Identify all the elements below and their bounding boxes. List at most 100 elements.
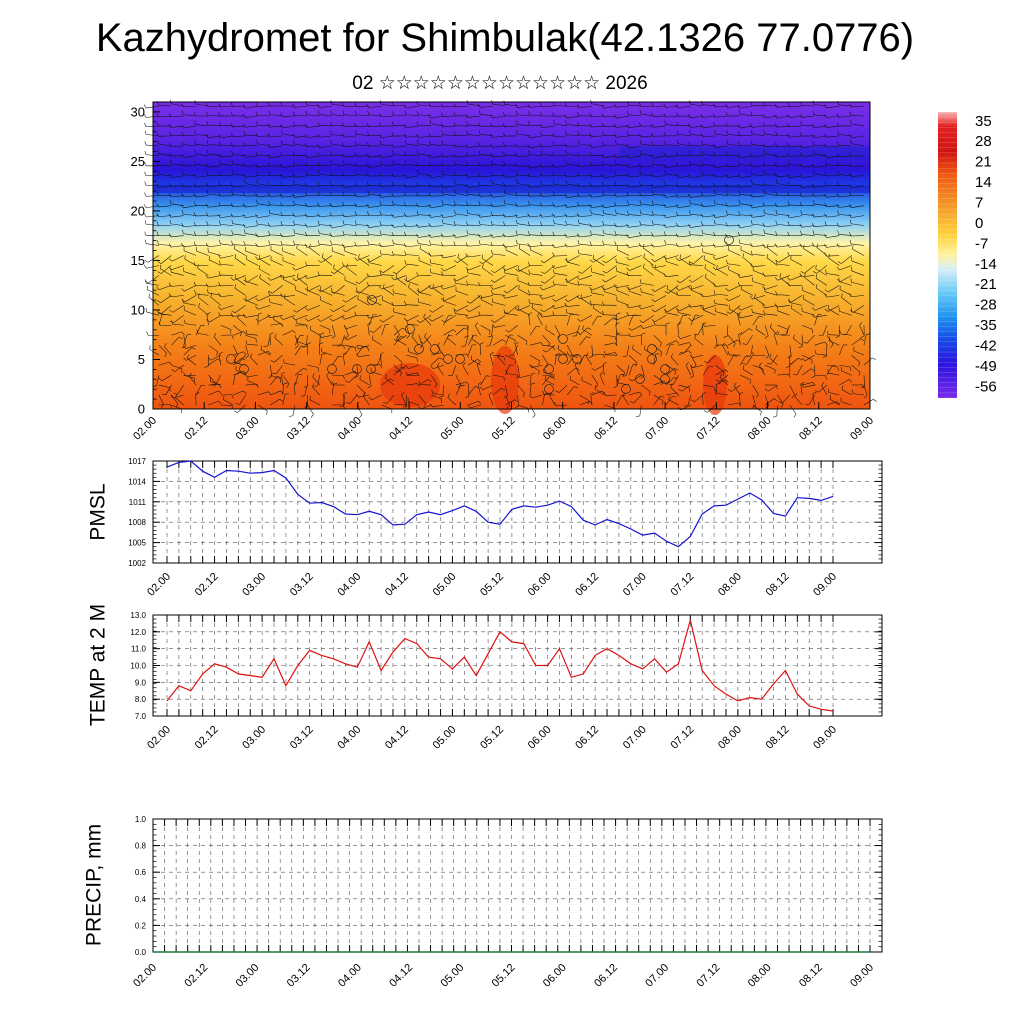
wind-barb <box>719 377 729 386</box>
wind-barb <box>581 380 593 386</box>
wind-barb <box>653 394 664 402</box>
wind-barb-flag <box>354 162 357 167</box>
wind-barb-flag <box>688 230 691 235</box>
wind-barb <box>545 329 555 336</box>
wind-barb-flag <box>379 270 384 273</box>
wind-barb <box>333 268 345 276</box>
wind-barb <box>346 334 358 341</box>
page-title: Kazhydromet for Shimbulak(42.1326 77.077… <box>95 16 915 60</box>
wind-barb <box>653 380 665 386</box>
wind-barb-flag <box>614 342 618 347</box>
wind-barb-flag <box>565 220 567 225</box>
wind-barb <box>839 364 851 368</box>
wind-barb <box>579 401 590 406</box>
wind-barb-flag <box>787 277 791 281</box>
wind-barb <box>719 374 729 383</box>
wind-barb-flag <box>502 339 506 343</box>
wind-barb <box>678 312 691 316</box>
wind-barb-flag <box>539 124 543 128</box>
wind-barb <box>544 265 555 274</box>
wind-barb <box>640 174 654 177</box>
wind-barb <box>677 205 691 209</box>
heatmap-ytick-label: 20 <box>131 203 145 218</box>
wind-barb <box>505 249 518 256</box>
wind-barb <box>677 225 691 227</box>
wind-barb <box>717 393 728 396</box>
ytick-label: 1.0 <box>135 815 147 824</box>
wind-barb-flag <box>182 298 184 303</box>
wind-barb <box>269 135 283 138</box>
wind-barb-flag <box>267 143 271 148</box>
wind-barb-flag <box>775 290 778 295</box>
wind-barb-flag <box>540 150 543 155</box>
wind-barb-flag <box>466 280 468 285</box>
wind-barb <box>345 295 358 303</box>
wind-barb-flag <box>429 309 433 313</box>
wind-barb-flag <box>206 230 209 235</box>
wind-barb <box>368 243 382 246</box>
wind-barb <box>591 145 605 148</box>
wind-barb-flag <box>725 233 728 238</box>
wind-barb-flag <box>156 122 159 127</box>
wind-barb <box>282 165 296 169</box>
wind-barb-flag <box>193 201 196 206</box>
wind-barb <box>183 174 197 177</box>
wind-barb <box>566 367 576 376</box>
wind-barb-flag <box>417 149 419 155</box>
wind-barb <box>694 394 704 402</box>
wind-barb-flag <box>416 320 421 323</box>
wind-barb <box>359 275 370 284</box>
wind-barb <box>223 399 234 406</box>
wind-barb <box>604 334 616 337</box>
wind-barb <box>292 404 296 416</box>
wind-barb <box>841 370 852 376</box>
wind-barb-flag <box>639 279 642 284</box>
wind-barb <box>269 213 283 216</box>
wind-barb <box>418 260 432 266</box>
wind-barb-flag <box>341 183 345 188</box>
wind-barb <box>381 253 395 256</box>
wind-barb <box>405 143 419 147</box>
wind-barb-flag <box>242 223 246 228</box>
wind-barb-flag <box>441 319 446 323</box>
wind-barb-flag <box>317 220 320 225</box>
wind-barb <box>385 377 395 386</box>
wind-barb-flag <box>231 219 233 224</box>
wind-barb <box>294 155 308 157</box>
wind-barb <box>208 344 218 352</box>
wind-barb <box>344 250 357 256</box>
wind-barb <box>307 305 320 311</box>
wind-barb-flag <box>341 153 345 158</box>
wind-barb <box>542 374 554 377</box>
wind-barb-flag <box>181 288 185 292</box>
wind-barb-flag <box>330 240 332 245</box>
wind-barb-flag <box>342 102 345 107</box>
wind-barb-flag <box>679 351 684 354</box>
wind-barb <box>431 315 444 322</box>
wind-barb-flag <box>488 391 492 395</box>
wind-barb-flag <box>502 173 506 178</box>
heatmap-xtick-label: 09.00 <box>848 415 876 443</box>
wind-barb <box>653 105 667 107</box>
wind-barb-flag <box>775 220 778 225</box>
wind-barb <box>405 155 419 157</box>
wind-barb-flag <box>812 391 817 395</box>
wind-barb-flag <box>713 219 716 224</box>
wind-barb <box>593 255 605 263</box>
wind-barb <box>479 344 481 356</box>
wind-barb <box>740 374 751 380</box>
wind-barb-flag <box>849 191 852 196</box>
wind-barb-flag <box>392 288 394 293</box>
wind-barb <box>578 195 592 197</box>
wind-barb-flag <box>189 372 192 377</box>
wind-barb <box>740 355 747 366</box>
wind-barb-flag <box>775 210 778 215</box>
wind-barb <box>183 105 197 108</box>
wind-barb-flag <box>565 130 567 135</box>
wind-barb <box>579 143 592 147</box>
wind-barb <box>628 204 642 206</box>
wind-barb <box>208 251 221 256</box>
wind-barb <box>616 395 623 406</box>
wind-barb <box>368 114 382 117</box>
wind-barb <box>826 135 840 138</box>
